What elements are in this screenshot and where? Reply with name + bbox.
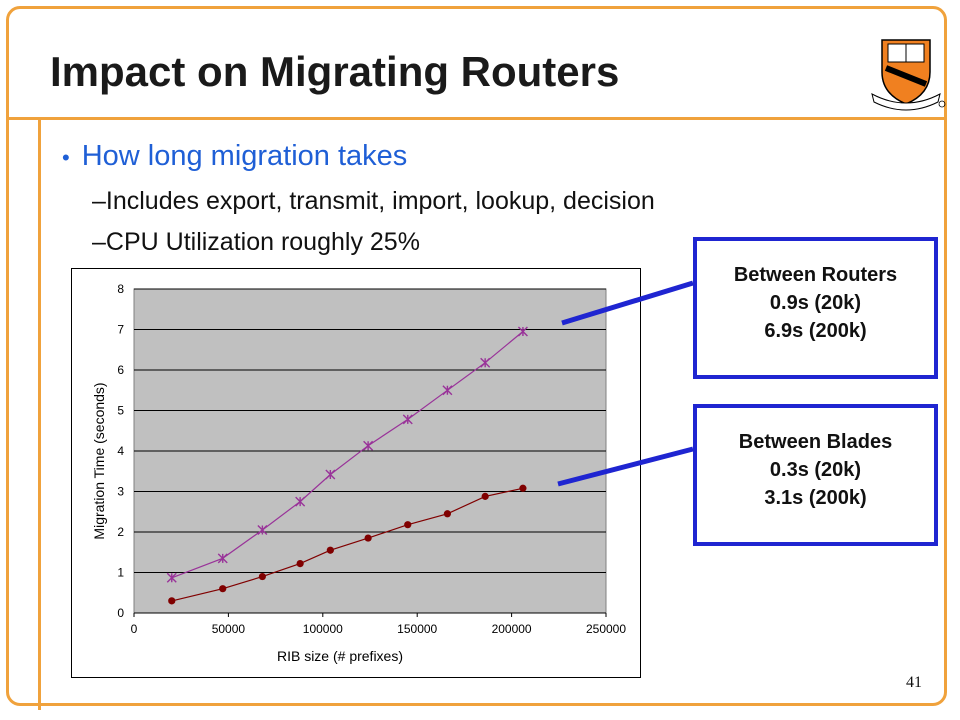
- routers-series-line: [171, 331, 524, 579]
- chart-container: 0 1 2 3 4 5 6 7 8 0 50000 100000 150000 200000 250000 R…: [71, 268, 641, 678]
- slide-frame: [6, 6, 947, 706]
- y-tick-label: 4: [117, 444, 124, 458]
- migration-time-chart: 0 1 2 3 4 5 6 7 8 0 50000 100000 150000 200000 250000 R…: [91, 282, 626, 664]
- y-tick-label: 8: [117, 282, 124, 296]
- x-axis-title: RIB size (# prefixes): [277, 648, 403, 664]
- routers-data-point: [217, 553, 228, 564]
- routers-data-point: [257, 524, 268, 535]
- slide-title: Impact on Migrating Routers: [50, 48, 620, 95]
- routers-data-point: [517, 326, 528, 337]
- blades-data-point: [443, 510, 452, 518]
- y-tick-label: 3: [117, 485, 124, 499]
- main-bullet: • How long migration takes: [62, 140, 407, 173]
- x-tick-label: 0: [131, 622, 138, 636]
- blades-data-point: [364, 534, 372, 542]
- y-axis-title: Migration Time (seconds): [91, 382, 107, 539]
- left-divider: [38, 118, 41, 710]
- blades-data-point: [219, 585, 227, 593]
- routers-data-point: [295, 496, 306, 507]
- blades-data-point: [404, 521, 412, 529]
- blades-data-point: [258, 572, 266, 581]
- callout-blades-heading: Between Blades: [738, 431, 893, 453]
- callout-blades-line2: 3.1s (200k): [764, 487, 867, 509]
- callout-routers-line1: 0.9s (20k): [769, 292, 862, 314]
- sub-bullet-2-text: CPU Utilization roughly 25%: [105, 228, 420, 256]
- callout-between-routers: Between Routers 0.9s (20k) 6.9s (200k): [693, 237, 938, 379]
- sub-bullet-1-text: Includes export, transmit, import, looku…: [105, 187, 655, 215]
- routers-data-point: [480, 357, 491, 368]
- blades-data-point: [481, 492, 489, 500]
- blades-data-point: [168, 597, 176, 605]
- sub-bullet-dash: –: [92, 228, 106, 256]
- blades-data-point: [296, 559, 304, 568]
- y-tick-label: 6: [117, 363, 124, 377]
- callout-routers-heading: Between Routers: [733, 264, 898, 286]
- page-number: 41: [906, 674, 922, 691]
- x-tick-label: 250000: [586, 622, 626, 636]
- sub-bullet-1: –Includes export, transmit, import, look…: [92, 187, 655, 216]
- bullet-dot: •: [62, 145, 70, 170]
- y-tick-label: 1: [117, 566, 124, 580]
- routers-data-point: [402, 414, 413, 425]
- callout-routers-line2: 6.9s (200k): [764, 320, 867, 342]
- y-tick-label: 2: [117, 525, 124, 539]
- callout-blades-line1: 0.3s (20k): [769, 459, 862, 481]
- blades-data-point: [519, 484, 527, 492]
- y-tick-label: 0: [117, 606, 124, 620]
- x-tick-label: 200000: [492, 622, 532, 636]
- x-tick-label: 50000: [212, 622, 246, 636]
- y-tick-label: 5: [117, 404, 124, 418]
- princeton-shield-logo: [871, 39, 946, 111]
- callout-between-blades: Between Blades 0.3s (20k) 3.1s (200k): [693, 404, 938, 546]
- y-tick-label: 7: [117, 323, 124, 337]
- blades-data-point: [326, 546, 334, 554]
- sub-bullet-2: –CPU Utilization roughly 25%: [92, 228, 420, 257]
- x-tick-label: 100000: [303, 622, 343, 636]
- routers-data-point: [166, 572, 177, 583]
- routers-data-point: [442, 385, 453, 396]
- sub-bullet-dash: –: [92, 187, 106, 215]
- title-divider: [6, 117, 947, 120]
- routers-data-point: [325, 469, 336, 480]
- routers-data-point: [363, 440, 374, 451]
- main-bullet-text: How long migration takes: [81, 140, 408, 172]
- x-tick-label: 150000: [397, 622, 437, 636]
- blades-series-line: [171, 487, 524, 602]
